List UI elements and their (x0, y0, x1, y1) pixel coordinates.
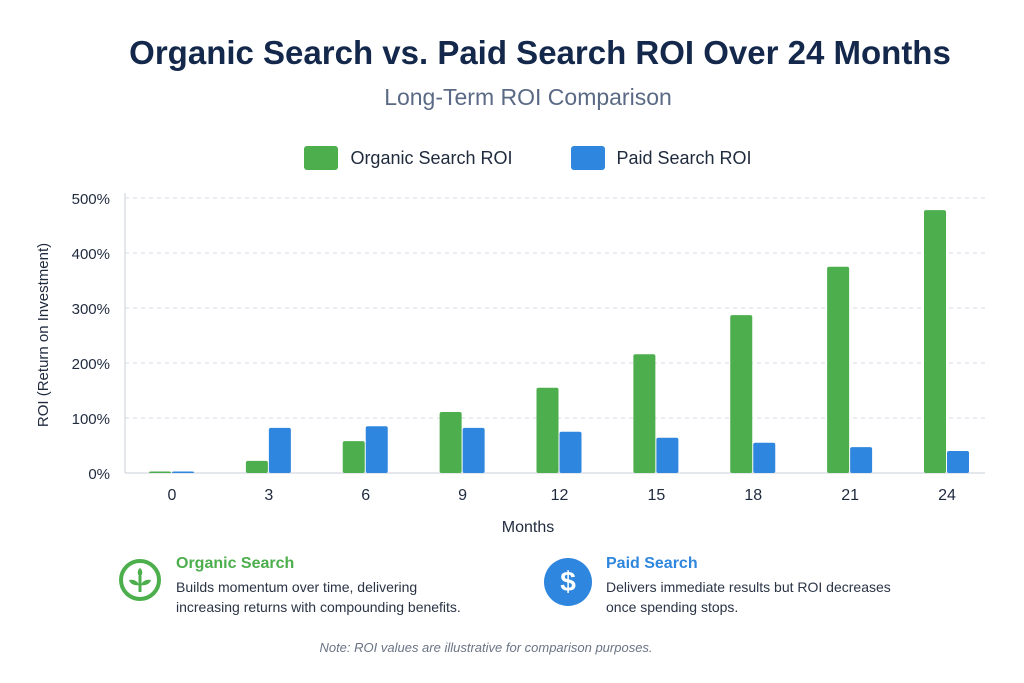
organic-bar-month-24 (924, 210, 946, 473)
legend-label-paid: Paid Search ROI (616, 147, 752, 168)
x-tick-label: 21 (841, 487, 859, 504)
legend-swatch-organic (304, 146, 339, 170)
x-tick-label: 15 (647, 487, 665, 504)
y-tick-label: 500% (72, 191, 110, 208)
chart-title: Organic Search vs. Paid Search ROI Over … (129, 34, 951, 71)
paid-card-title: Paid Search (606, 555, 698, 572)
legend-item-organic: Organic Search ROI (304, 146, 513, 170)
paid-bar-month-12 (559, 431, 582, 473)
paid-info-card: $ Paid Search Delivers immediate results… (544, 555, 891, 617)
x-tick-label: 12 (551, 487, 569, 504)
x-tick-label: 3 (264, 487, 273, 504)
paid-bar-month-9 (462, 427, 485, 473)
dollar-icon: $ (544, 558, 592, 606)
y-axis-label: ROI (Return on Investment) (35, 243, 52, 427)
x-axis-label: Months (502, 519, 554, 536)
legend-swatch-paid (570, 146, 605, 170)
organic-bar-month-21 (827, 266, 850, 473)
paid-bar-month-15 (656, 437, 679, 473)
paid-bar-month-21 (850, 447, 873, 473)
y-tick-label: 400% (72, 246, 110, 263)
paid-card-line2: once spending stops. (606, 599, 739, 615)
paid-bar-month-3 (268, 427, 291, 473)
legend: Organic Search ROI Paid Search ROI (0, 146, 1024, 170)
organic-bar-month-3 (245, 460, 268, 473)
footnote: Note: ROI values are illustrative for co… (319, 640, 653, 655)
organic-info-card: Organic Search Builds momentum over time… (118, 555, 461, 617)
x-tick-label: 6 (361, 487, 370, 504)
paid-bar-month-6 (365, 426, 388, 473)
organic-bar-month-18 (730, 315, 753, 473)
organic-bar-month-9 (439, 411, 462, 473)
legend-item-paid: Paid Search ROI (570, 146, 752, 170)
chart-subtitle: Long-Term ROI Comparison (384, 84, 672, 110)
organic-card-title: Organic Search (176, 555, 295, 572)
organic-card-line2: increasing returns with compounding bene… (176, 599, 461, 615)
x-tick-label: 18 (744, 487, 762, 504)
y-tick-label: 200% (72, 356, 110, 373)
organic-bar-month-15 (633, 354, 656, 473)
sprout-icon (119, 559, 161, 601)
organic-card-line1: Builds momentum over time, delivering (176, 579, 418, 595)
x-tick-label: 9 (458, 487, 467, 504)
paid-card-line1: Delivers immediate results but ROI decre… (606, 579, 891, 595)
organic-bar-month-12 (536, 387, 559, 473)
organic-bar-month-0 (149, 471, 171, 473)
y-tick-label: 0% (88, 466, 110, 483)
paid-bar-month-24 (947, 451, 969, 473)
paid-bar-month-18 (753, 442, 776, 473)
paid-bar-month-0 (172, 471, 194, 473)
y-tick-label: 100% (72, 411, 110, 428)
x-tick-label: 0 (168, 487, 177, 504)
y-tick-label: 300% (72, 301, 110, 318)
x-tick-label: 24 (938, 487, 956, 504)
legend-label-organic: Organic Search ROI (350, 147, 513, 168)
organic-bar-month-6 (342, 441, 365, 473)
